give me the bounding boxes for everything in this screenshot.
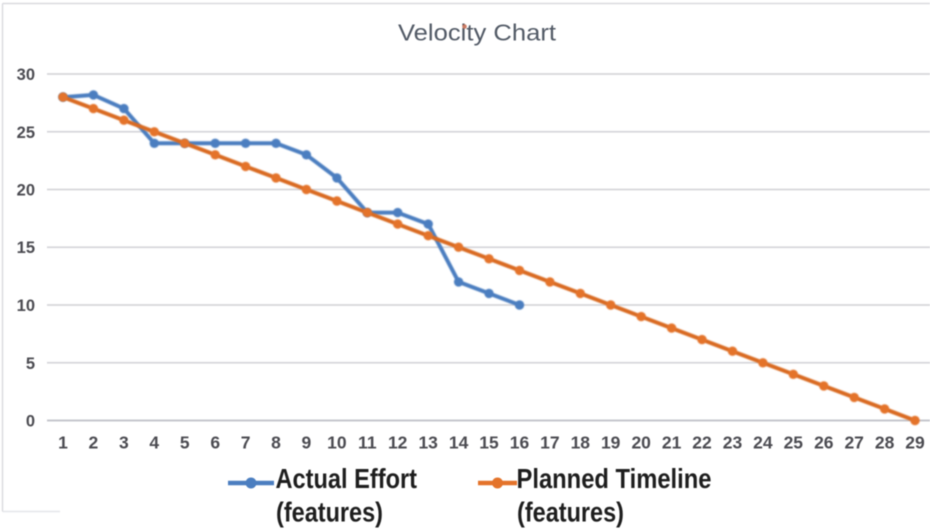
- svg-text:25: 25: [17, 124, 35, 142]
- svg-text:19: 19: [601, 433, 621, 453]
- svg-text:18: 18: [571, 433, 591, 453]
- svg-text:16: 16: [510, 433, 530, 453]
- svg-text:25: 25: [784, 433, 804, 453]
- svg-text:23: 23: [723, 433, 743, 453]
- svg-text:9: 9: [302, 433, 312, 453]
- svg-text:5: 5: [180, 433, 190, 453]
- svg-text:15: 15: [17, 239, 35, 257]
- svg-text:26: 26: [814, 433, 834, 453]
- svg-text:8: 8: [271, 433, 281, 453]
- svg-text:5: 5: [26, 355, 35, 373]
- svg-text:4: 4: [149, 433, 159, 453]
- svg-text:29: 29: [905, 433, 925, 453]
- svg-text:Planned Timeline: Planned Timeline: [517, 463, 712, 494]
- svg-text:20: 20: [17, 182, 35, 200]
- svg-text:6: 6: [210, 433, 220, 453]
- svg-text:12: 12: [388, 433, 408, 453]
- svg-text:2: 2: [89, 433, 99, 453]
- svg-text:0: 0: [26, 413, 35, 431]
- svg-text:7: 7: [241, 433, 251, 453]
- svg-text:21: 21: [662, 433, 682, 453]
- svg-text:13: 13: [418, 433, 438, 453]
- svg-text:22: 22: [692, 433, 712, 453]
- svg-text:(features): (features): [276, 497, 383, 528]
- svg-text:17: 17: [540, 433, 559, 453]
- svg-text:10: 10: [327, 433, 347, 453]
- svg-text:Actual Effort: Actual Effort: [276, 463, 418, 494]
- svg-text:(features): (features): [517, 497, 624, 528]
- svg-text:10: 10: [17, 297, 35, 315]
- svg-text:Velocity Chart: Velocity Chart: [398, 20, 557, 46]
- svg-text:1: 1: [58, 433, 68, 453]
- svg-text:27: 27: [844, 433, 863, 453]
- svg-text:11: 11: [358, 433, 377, 453]
- svg-text:30: 30: [17, 66, 35, 84]
- svg-text:14: 14: [449, 433, 469, 453]
- svg-text:15: 15: [479, 433, 499, 453]
- svg-text:28: 28: [875, 433, 895, 453]
- svg-text:24: 24: [753, 433, 773, 453]
- svg-text:3: 3: [119, 433, 129, 453]
- svg-text:20: 20: [631, 433, 651, 453]
